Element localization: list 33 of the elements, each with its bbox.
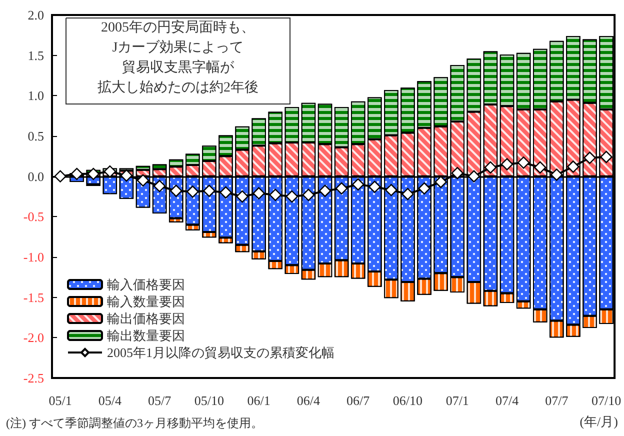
y-tick-label: 1.0 [28, 88, 44, 104]
x-tick-label: 07/1 [446, 393, 469, 408]
annotation: 貿易収支黒字幅が [122, 60, 235, 76]
x-tick-label: 06/7 [346, 393, 370, 408]
x-axis-title: (年/月) [580, 414, 618, 429]
x-tick-label: 06/10 [392, 393, 423, 408]
annotation: Jカーブ効果によって [112, 40, 244, 56]
x-tick-label: 05/10 [194, 393, 224, 408]
x-tick-label: 05/4 [98, 393, 122, 408]
annotation: 2005年の円安局面時も、 [101, 20, 255, 36]
y-tick-label: 2.0 [28, 8, 44, 22]
y-tick-label: 0.5 [28, 128, 44, 144]
x-tick-label: 06/1 [247, 393, 270, 408]
y-tick-label: -2.0 [23, 330, 44, 346]
legend-label: 輸出数量要因 [107, 328, 185, 343]
legend-label: 輸入価格要因 [107, 277, 185, 292]
x-tick-label: 07/4 [495, 393, 520, 408]
y-tick-label: -2.5 [23, 370, 44, 386]
y-tick-label: -0.5 [23, 209, 44, 224]
x-tick-label: 07/10 [591, 393, 622, 408]
x-tick-label: 05/1 [48, 393, 72, 408]
legend-label: 輸入数量要因 [107, 294, 185, 309]
annotation: 拡大し始めたのは約2年後 [98, 80, 258, 96]
legend-label: 輸出価格要因 [107, 311, 185, 326]
y-tick-label: 0.0 [28, 168, 44, 184]
y-tick-label: -1.0 [23, 250, 44, 264]
x-tick-label: 05/7 [148, 393, 172, 408]
y-tick-label: 1.5 [28, 48, 44, 63]
legend-label: 2005年1月以降の貿易収支の累積変化幅 [107, 345, 334, 360]
y-tick-label: -1.5 [23, 290, 44, 305]
x-tick-label: 06/4 [296, 393, 321, 408]
x-tick-label: 07/7 [545, 393, 569, 408]
text: (注) すべて季節調整値の3ヶ月移動平均を使用。 [6, 416, 263, 430]
